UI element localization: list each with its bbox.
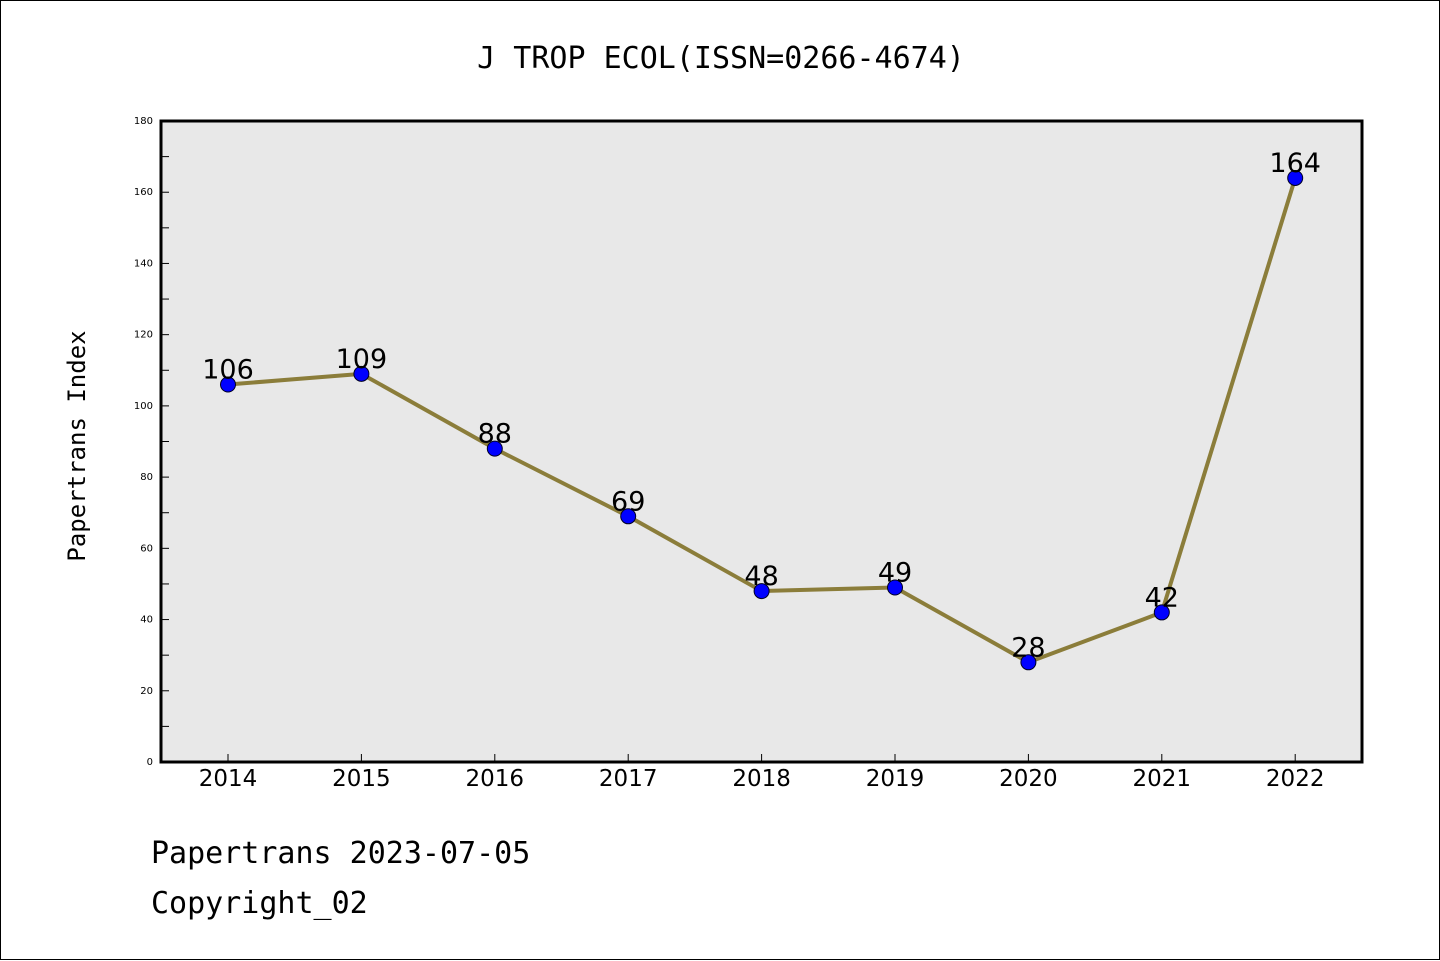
x-tick-label: 2014 xyxy=(199,766,258,792)
data-point-label: 88 xyxy=(478,419,512,450)
y-tick-label: 80 xyxy=(140,472,153,483)
x-tick-label: 2015 xyxy=(332,766,391,792)
data-point-label: 42 xyxy=(1145,582,1179,613)
footer-copyright-line: Copyright_02 xyxy=(151,886,368,921)
x-tick-label: 2016 xyxy=(466,766,525,792)
data-point-label: 28 xyxy=(1011,632,1045,663)
x-tick-label: 2021 xyxy=(1133,766,1192,792)
y-tick-label: 120 xyxy=(134,330,153,341)
y-tick-label: 60 xyxy=(140,543,153,554)
chart-title: J TROP ECOL(ISSN=0266-4674) xyxy=(477,41,965,76)
data-point-label: 69 xyxy=(611,486,645,517)
data-point-label: 109 xyxy=(336,344,388,375)
data-point-marker xyxy=(1020,654,1037,671)
y-tick-label: 0 xyxy=(147,757,153,768)
data-markers xyxy=(220,169,1304,671)
y-axis-ticks: 0 20 40 60 80 100 120 140 160 180 xyxy=(134,116,169,768)
y-tick-label: 180 xyxy=(134,116,153,127)
data-labels: 106 109 88 69 48 49 28 42 164 xyxy=(202,148,1321,663)
x-tick-label: 2019 xyxy=(866,766,925,792)
y-tick-label: 140 xyxy=(134,258,153,269)
y-tick-label: 160 xyxy=(134,187,153,198)
data-point-marker xyxy=(1153,604,1170,621)
x-tick-label: 2017 xyxy=(599,766,658,792)
data-point-label: 106 xyxy=(202,355,254,386)
data-point-label: 164 xyxy=(1269,148,1321,179)
data-point-marker xyxy=(753,583,770,600)
data-point-marker xyxy=(887,579,903,596)
x-tick-label: 2022 xyxy=(1266,766,1325,792)
y-axis-label: Papertrans Index xyxy=(63,330,91,561)
data-point-marker xyxy=(220,376,236,393)
x-tick-label: 2018 xyxy=(732,766,791,792)
y-tick-label: 100 xyxy=(134,401,153,412)
data-point-marker xyxy=(486,440,503,457)
data-point-marker xyxy=(353,365,370,382)
data-point-label: 49 xyxy=(878,558,912,589)
data-point-marker xyxy=(620,508,637,525)
y-tick-label: 40 xyxy=(140,615,153,626)
plot-area xyxy=(159,119,1364,764)
data-point-marker xyxy=(1287,169,1304,186)
x-axis-ticks: 2014 2015 2016 2017 2018 2019 2020 2021 2022 xyxy=(199,754,1325,792)
y-tick-label: 20 xyxy=(140,686,153,697)
footer-date-line: Papertrans 2023-07-05 xyxy=(151,836,531,871)
x-tick-label: 2020 xyxy=(999,766,1058,792)
data-point-label: 48 xyxy=(744,561,778,592)
